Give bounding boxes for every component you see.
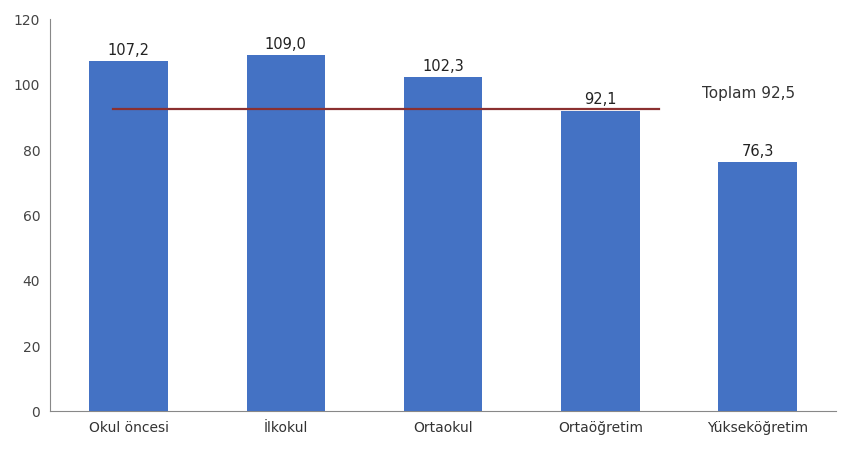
Bar bbox=[246, 55, 326, 411]
Bar bbox=[404, 77, 482, 411]
Text: 76,3: 76,3 bbox=[741, 144, 774, 159]
Bar bbox=[561, 110, 639, 411]
Text: 102,3: 102,3 bbox=[422, 59, 464, 74]
Text: 92,1: 92,1 bbox=[584, 92, 616, 107]
Bar bbox=[89, 61, 168, 411]
Bar bbox=[718, 162, 796, 411]
Text: Toplam 92,5: Toplam 92,5 bbox=[702, 86, 796, 101]
Text: 107,2: 107,2 bbox=[108, 43, 150, 58]
Text: 109,0: 109,0 bbox=[265, 37, 307, 52]
